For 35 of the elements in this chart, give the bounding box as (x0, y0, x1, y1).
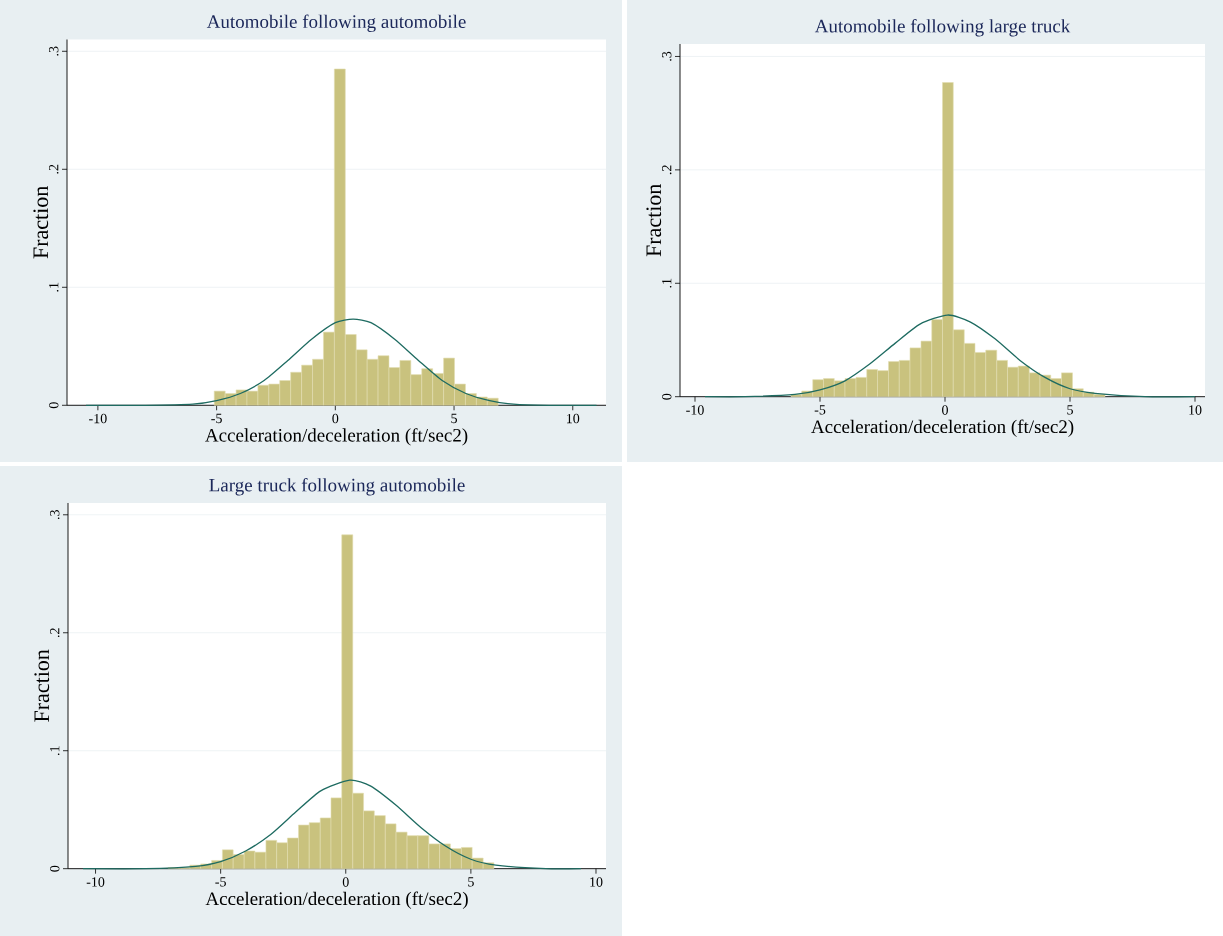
x-tick-label: 10 (1189, 405, 1202, 415)
x-axis-title: Acceleration/deceleration (ft/sec2) (811, 419, 1074, 437)
x-tick-label: -10 (686, 405, 704, 415)
x-tick-label: 10 (566, 413, 580, 424)
x-tick-label: 0 (332, 413, 339, 424)
y-tick-label: 0 (662, 393, 672, 400)
y-axis-title: Fraction (33, 186, 49, 259)
x-tick-label: -5 (814, 405, 826, 415)
y-tick-label: .1 (662, 278, 672, 288)
y-tick-label: .1 (49, 282, 59, 292)
chart-title: Automobile following automobile (206, 14, 466, 32)
x-tick-label: -5 (211, 413, 222, 424)
y-tick-label: .2 (662, 165, 672, 175)
chart-title: Automobile following large truck (814, 18, 1071, 37)
x-tick-label: 5 (1067, 405, 1073, 415)
y-tick-label: .2 (50, 628, 60, 638)
y-axis-title: Fraction (34, 649, 50, 722)
y-tick-label: .2 (49, 164, 59, 174)
x-tick-label: 0 (342, 877, 349, 887)
x-axis-title: Acceleration/deceleration (ft/sec2) (205, 891, 468, 909)
y-tick-label: .3 (662, 51, 672, 61)
y-tick-label: .3 (50, 510, 60, 520)
y-tick-label: .3 (49, 46, 59, 56)
y-axis-title: Fraction (646, 184, 662, 257)
y-tick-label: 0 (50, 865, 60, 872)
x-tick-label: 5 (468, 877, 474, 887)
x-tick-label: -10 (86, 877, 105, 887)
x-axis-title: Acceleration/deceleration (ft/sec2) (205, 428, 468, 446)
y-tick-label: .1 (50, 746, 60, 756)
x-tick-label: -10 (89, 413, 107, 424)
x-tick-label: -5 (215, 877, 226, 887)
x-tick-label: 0 (942, 405, 948, 415)
x-tick-label: 5 (451, 413, 458, 424)
x-tick-label: 10 (590, 877, 603, 887)
chart-title: Large truck following automobile (209, 477, 465, 496)
